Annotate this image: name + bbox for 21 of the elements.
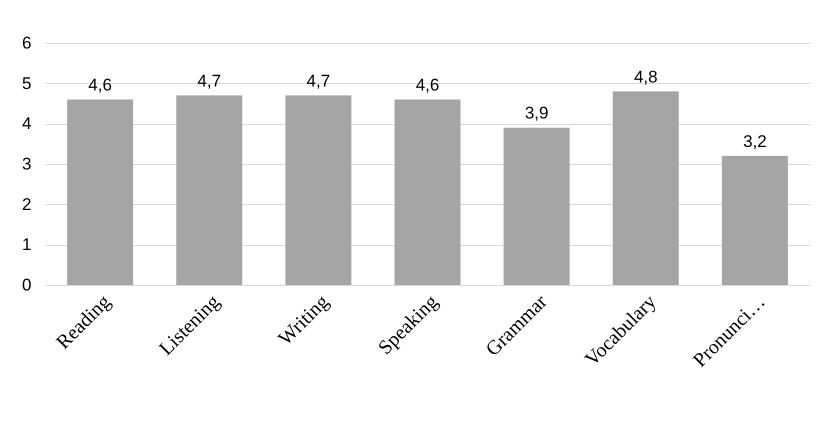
bar [67,99,134,285]
data-label: 4,6 [88,75,112,94]
bar [285,95,352,285]
bar [722,156,788,285]
data-label: 4,7 [197,71,222,90]
y-tick-label: 2 [22,194,32,214]
data-label: 4,7 [306,71,330,90]
bar [504,128,570,285]
y-tick-label: 0 [22,276,32,294]
bar [612,91,679,285]
bar [176,95,242,285]
y-tick-label: 3 [22,154,32,174]
bar [394,99,460,285]
data-label: 3,2 [743,132,767,151]
data-label: 3,9 [524,104,548,123]
y-tick-label: 6 [22,34,32,52]
y-tick-label: 1 [22,235,32,254]
y-tick-label: 5 [22,74,32,93]
data-label: 4,6 [416,75,440,94]
data-label: 4,8 [634,67,658,86]
y-tick-label: 4 [22,114,32,134]
